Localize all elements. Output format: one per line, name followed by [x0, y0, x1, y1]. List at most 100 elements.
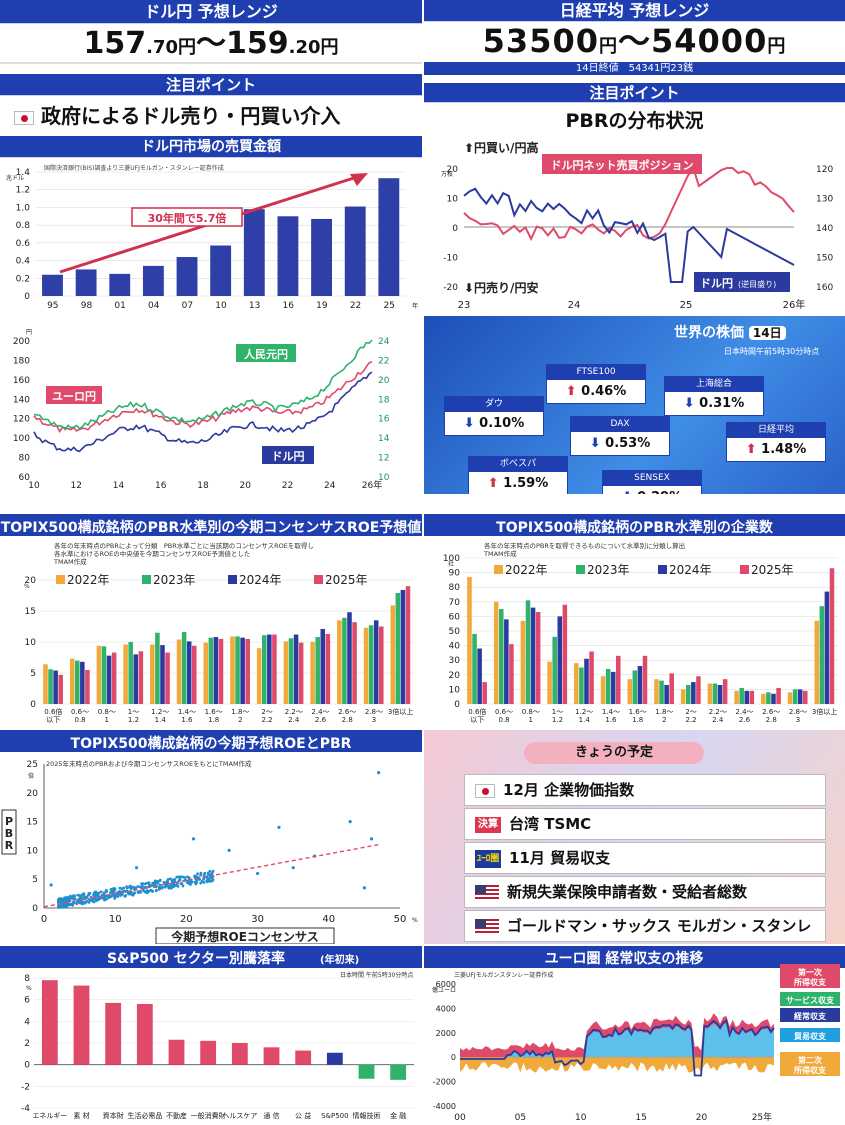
c5-bar — [74, 660, 80, 704]
chart7-point — [87, 900, 91, 904]
chart9-ytick: 6 — [24, 996, 30, 1006]
c6-xtick2: 0.8 — [499, 716, 510, 724]
chart2-bottom-label: ⬇円売り/円安 — [464, 280, 538, 295]
chart9-xtick: 素 材 — [73, 1111, 89, 1120]
c5-bar — [53, 670, 58, 704]
chart2-yr: 130 — [816, 195, 833, 205]
c6-ytick: 10 — [449, 685, 461, 695]
chart7-ytick: 25 — [27, 760, 38, 770]
chart2-position-line — [463, 165, 795, 242]
chart10-note: 三菱UFJモルガンスタンレー証券作成 — [454, 971, 553, 979]
c5-bar — [320, 628, 326, 704]
world-index-value: ⬇ 0.10% — [445, 412, 543, 436]
c6-bar — [498, 609, 504, 704]
chart10-ytick: 4000 — [436, 1004, 456, 1013]
chart7-point — [194, 882, 198, 886]
c6-xtick: 0.6〜 — [495, 708, 513, 716]
chart7-point — [172, 885, 176, 888]
world-index-6: SENSEX⬇ 0.29% — [602, 470, 702, 494]
chart3-xtick: 10 — [28, 481, 40, 491]
chart3-usd-box — [262, 446, 314, 464]
chart7-point — [60, 905, 64, 909]
chart7-point — [165, 880, 168, 884]
c5-ytick: 0 — [30, 700, 36, 710]
c6-bar — [803, 690, 808, 704]
chart7-xtick: 50 — [394, 914, 407, 925]
chart7-point — [82, 897, 86, 900]
chart1-ytick: 1.2 — [16, 186, 30, 196]
c6-xtick2: 1.2 — [552, 716, 563, 724]
chart7-xtick: 30 — [251, 914, 264, 925]
world-index-name: ボベスパ — [469, 457, 567, 472]
c5-bar — [213, 637, 219, 704]
world-index-pct: 0.31% — [699, 396, 745, 411]
c6-bar — [685, 685, 691, 704]
chart7-point — [105, 890, 108, 894]
chart7-point — [136, 890, 140, 894]
chart7-point — [165, 884, 169, 888]
c5-bar — [43, 664, 48, 704]
c5-xtick: 0.8〜 — [98, 708, 116, 716]
chart7-point — [162, 881, 166, 884]
chart3-yl: 180 — [13, 356, 30, 366]
chart1-ytick: 0.8 — [16, 221, 31, 231]
c6-xtick: 0.8〜 — [522, 708, 540, 716]
chart7-point — [134, 886, 138, 890]
c5-bar — [138, 651, 144, 704]
usdjpy-turnover-panel: ドル円市場の売買金額 国際決済銀行(BIS)調査より三菱UFJモルガン・スタンレ… — [0, 136, 422, 314]
chart10-legend-label: 経常収支 — [794, 1011, 827, 1021]
c5-bar — [111, 652, 117, 704]
chart1-xtick: 19 — [316, 301, 328, 311]
c6-bar — [766, 692, 771, 704]
c5-ytick: 20 — [25, 576, 37, 586]
chart3-usd-line — [33, 371, 373, 453]
c5-bar — [272, 634, 277, 704]
chart7-point — [362, 886, 366, 890]
chart10-legend-box — [780, 1028, 840, 1042]
usdjpy-point-text: 政府によるドル売り・円買い介入 — [40, 104, 341, 128]
nikkei-point: PBRの分布状況 — [565, 110, 704, 132]
chart7-point — [88, 891, 92, 895]
world-title-box: 世界の株価 14日 — [674, 322, 786, 342]
chart1-bar — [142, 265, 164, 296]
chart7-xunit: % — [412, 917, 418, 924]
world-index-value: ⬆ 1.59% — [469, 472, 567, 494]
c6-bar — [761, 693, 766, 704]
chart7-point — [181, 884, 185, 888]
c5-bar — [230, 636, 235, 704]
chart3-yl: 140 — [13, 395, 30, 405]
c6-bar — [717, 685, 723, 704]
eurozone-badge-icon: ﾕｰﾛ圏 — [475, 849, 501, 868]
nikkei-yen2: 円 — [767, 36, 787, 57]
c6-bar — [722, 679, 728, 704]
chart7-point — [80, 902, 84, 906]
chart7-point — [64, 899, 68, 902]
chart9-bar — [231, 1043, 248, 1065]
chart3-xtick: 14 — [113, 481, 125, 491]
chart7-point — [179, 875, 183, 879]
chart7-point — [130, 893, 134, 897]
c5-xtick2: 0.8 — [75, 716, 86, 724]
c5-bar — [405, 586, 411, 704]
chart2-xtick: 24 — [568, 300, 581, 311]
c6-legend: 2024年 — [669, 563, 712, 577]
chart7-point — [102, 891, 106, 895]
c5-xtick2: 2.8 — [342, 716, 353, 724]
chart10-ytick: -4000 — [433, 1102, 456, 1111]
chart7-ylabel-char: P — [5, 815, 13, 828]
c6-legend-swatch — [576, 565, 585, 574]
c5-bar — [85, 669, 90, 704]
chart10-legend-label: サービス収支 — [786, 995, 835, 1005]
chart7-point — [61, 902, 65, 906]
arrow-down-icon: ⬇ — [463, 416, 480, 431]
chart7-point — [49, 883, 53, 887]
c6-xtick2: 2.8 — [766, 716, 777, 724]
chart7-point — [120, 887, 124, 891]
c5-bar — [363, 627, 369, 704]
c5-xtick: 2.8〜 — [365, 708, 383, 716]
c5-bar — [123, 644, 128, 704]
c5-bar — [181, 632, 187, 704]
chart7-point — [121, 892, 124, 896]
chart7-point — [211, 869, 215, 873]
chart7-point — [183, 876, 187, 879]
